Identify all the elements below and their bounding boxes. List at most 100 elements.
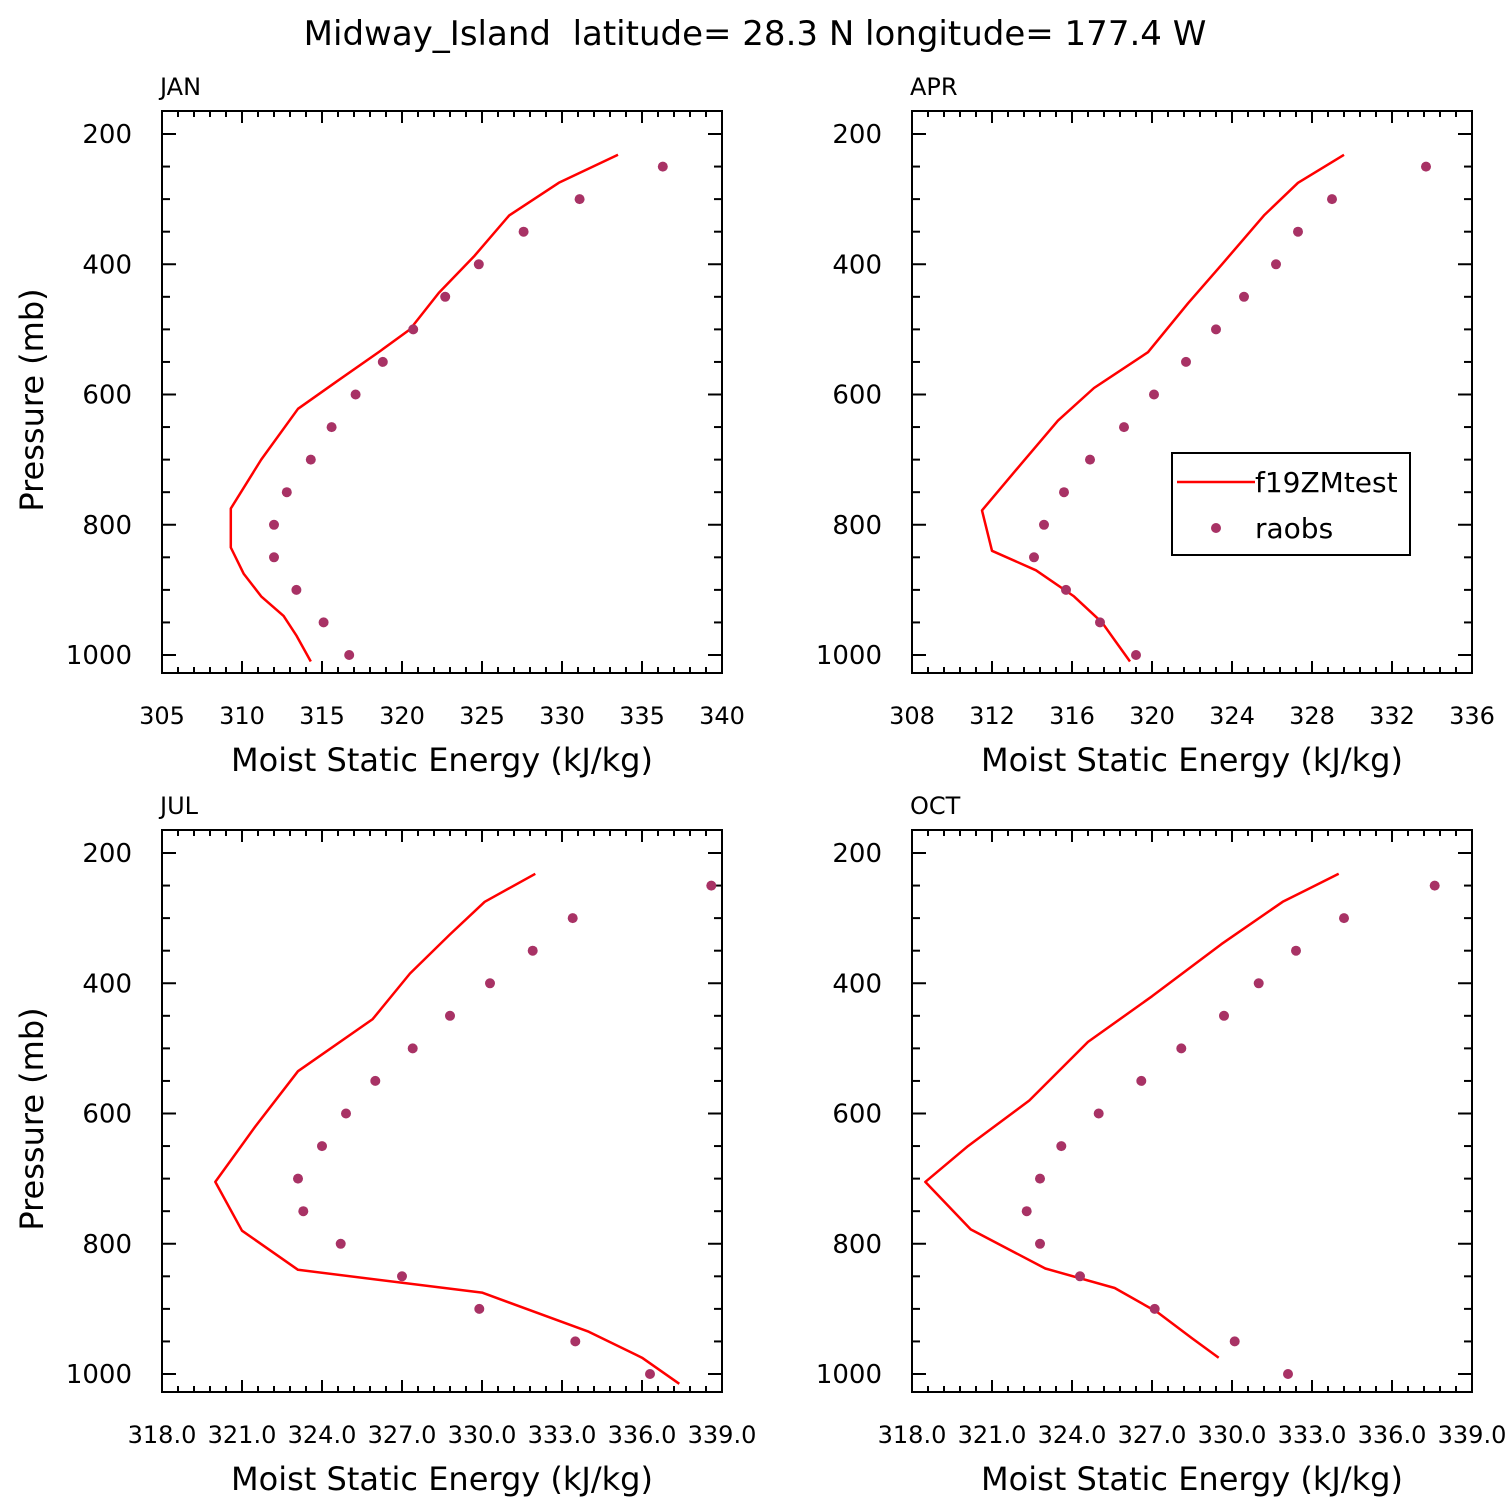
x-tick-label: 339.0 bbox=[1438, 1421, 1507, 1449]
plot-frame bbox=[161, 829, 723, 1393]
x-tick-label: 310 bbox=[219, 702, 265, 730]
y-tick-label: 600 bbox=[82, 381, 132, 411]
y-tick-label: 200 bbox=[832, 120, 882, 150]
legend-label-model: f19ZMtest bbox=[1255, 466, 1398, 499]
data-point bbox=[570, 1336, 581, 1347]
data-point bbox=[1035, 1173, 1045, 1184]
data-point bbox=[1149, 1303, 1160, 1314]
panel-label: APR bbox=[910, 73, 958, 101]
x-tick-label: 332 bbox=[1369, 702, 1415, 730]
data-point bbox=[1039, 519, 1049, 530]
legend-marker-swatch bbox=[1211, 523, 1221, 533]
panel-jan: JAN 305 310 315 320 325 330 335 340 200 400 600 800 1… bbox=[13, 73, 745, 779]
data-point bbox=[1075, 1271, 1085, 1282]
plot-frame bbox=[911, 110, 1473, 674]
x-tick-label: 321.0 bbox=[958, 1421, 1027, 1449]
x-axis-title: Moist Static Energy (kJ/kg) bbox=[231, 741, 653, 779]
data-point bbox=[317, 1141, 327, 1152]
data-point bbox=[518, 226, 529, 237]
data-point bbox=[657, 161, 668, 172]
data-point bbox=[341, 1108, 351, 1119]
data-point bbox=[1293, 226, 1303, 237]
data-point bbox=[377, 356, 388, 367]
plot-frame bbox=[911, 829, 1473, 1393]
data-point bbox=[291, 584, 302, 595]
data-point bbox=[1429, 880, 1440, 891]
x-tick-label: 320 bbox=[1129, 702, 1175, 730]
x-tick-label: 330 bbox=[539, 702, 585, 730]
y-tick-label: 1000 bbox=[816, 641, 882, 671]
x-tick-label: 312 bbox=[969, 702, 1015, 730]
panel-jul: JUL 318.0 321.0 324.0 327.0 330.0 333.0 336.0 33… bbox=[13, 792, 756, 1498]
x-tick-label: 324.0 bbox=[1038, 1421, 1107, 1449]
data-point bbox=[350, 389, 361, 400]
data-point bbox=[1119, 422, 1129, 433]
data-point bbox=[293, 1173, 303, 1184]
y-tick-label: 600 bbox=[832, 381, 882, 411]
data-point bbox=[1085, 454, 1095, 465]
x-tick-label: 305 bbox=[139, 702, 185, 730]
data-point bbox=[1291, 945, 1301, 956]
data-point bbox=[567, 913, 578, 924]
series-markers-raobs bbox=[1029, 161, 1431, 660]
x-tick-label: 324 bbox=[1209, 702, 1255, 730]
x-axis-title: Moist Static Energy (kJ/kg) bbox=[231, 1460, 653, 1498]
x-tick-label: 321.0 bbox=[208, 1421, 277, 1449]
x-tick-label: 327.0 bbox=[1118, 1421, 1187, 1449]
data-point bbox=[269, 552, 279, 563]
y-axis-title: Pressure (mb) bbox=[13, 288, 51, 511]
data-point bbox=[1421, 161, 1431, 172]
data-point bbox=[1211, 324, 1221, 335]
data-point bbox=[1029, 552, 1039, 563]
y-tick-label: 400 bbox=[82, 250, 132, 280]
y-axis-title: Pressure (mb) bbox=[13, 1007, 51, 1230]
series-markers-raobs bbox=[269, 161, 668, 660]
data-point bbox=[305, 454, 316, 465]
x-tick-label: 320 bbox=[379, 702, 425, 730]
series-line-f19zmtest bbox=[980, 153, 1345, 663]
panel-label: JUL bbox=[158, 792, 199, 820]
x-tick-label: 336 bbox=[1449, 702, 1495, 730]
y-tick-label: 400 bbox=[832, 969, 882, 999]
x-tick-label: 335 bbox=[619, 702, 665, 730]
y-tick-label: 200 bbox=[832, 839, 882, 869]
x-tick-label: 318.0 bbox=[128, 1421, 197, 1449]
x-tick-label: 308 bbox=[889, 702, 935, 730]
series-line-f19zmtest bbox=[229, 153, 619, 663]
data-point bbox=[1253, 978, 1264, 989]
series-markers-raobs bbox=[1021, 880, 1440, 1379]
data-point bbox=[1149, 389, 1159, 400]
data-point bbox=[706, 880, 717, 891]
data-point bbox=[1021, 1206, 1032, 1217]
data-point bbox=[370, 1075, 381, 1086]
panel-apr: APR 308 312 316 320 324 328 332 336 200 400 600 800 1… bbox=[816, 73, 1495, 779]
x-tick-label: 328 bbox=[1289, 702, 1335, 730]
data-point bbox=[1181, 356, 1191, 367]
data-point bbox=[298, 1206, 309, 1217]
data-point bbox=[1035, 1238, 1045, 1249]
data-point bbox=[1059, 487, 1069, 498]
data-point bbox=[445, 1010, 455, 1021]
figure-title: Midway_Island latitude= 28.3 N longitude… bbox=[304, 14, 1207, 54]
legend: f19ZMtest raobs bbox=[1171, 452, 1411, 556]
data-point bbox=[1283, 1369, 1293, 1379]
data-point bbox=[269, 519, 279, 530]
data-point bbox=[485, 978, 495, 989]
y-tick-label: 200 bbox=[82, 839, 132, 869]
x-axis-title: Moist Static Energy (kJ/kg) bbox=[981, 1460, 1403, 1498]
legend-box bbox=[1171, 452, 1411, 556]
data-point bbox=[473, 259, 484, 270]
y-tick-label: 800 bbox=[82, 1230, 132, 1260]
y-tick-label: 400 bbox=[832, 250, 882, 280]
data-point bbox=[408, 324, 419, 335]
x-tick-label: 333.0 bbox=[528, 1421, 597, 1449]
x-tick-label: 333.0 bbox=[1278, 1421, 1347, 1449]
y-tick-label: 600 bbox=[832, 1100, 882, 1130]
panels: JAN 305 310 315 320 325 330 335 340 200 400 600 800 1… bbox=[13, 73, 1506, 1498]
data-point bbox=[1056, 1141, 1067, 1152]
series-markers-raobs bbox=[293, 880, 717, 1379]
x-tick-label: 325 bbox=[459, 702, 505, 730]
data-point bbox=[407, 1043, 418, 1054]
data-point bbox=[440, 291, 451, 302]
